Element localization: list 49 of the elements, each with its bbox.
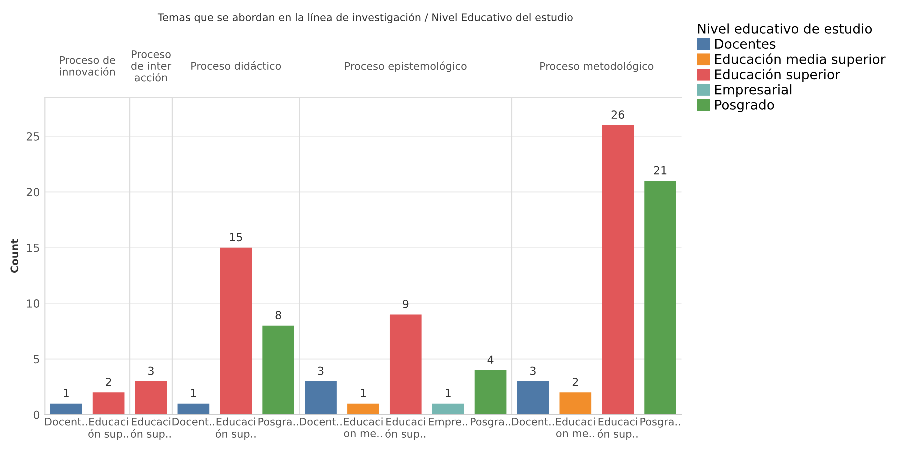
text: Temas que se abordan en la línea de investigación / Nivel Educativo del estudio: [158, 12, 573, 24]
legend-label: Educación superior: [715, 68, 840, 82]
x-tick-label: Educaci ón sup..: [88, 418, 128, 440]
chart-title: Proceso didáctico: [192, 62, 282, 70]
x-tick-label: Docent..: [512, 418, 554, 426]
y-axis-title: Count: [10, 239, 19, 274]
x-tick-label: Educaci ón sup..: [598, 418, 638, 440]
data-label: 9: [403, 300, 409, 308]
data-label: 2: [106, 378, 112, 386]
data-label: 4: [488, 356, 494, 364]
x-tick-label: Empre..: [429, 418, 468, 428]
x-tick-label: Educaci on me..: [556, 418, 595, 438]
x-tick-label: Educaci on me..: [344, 418, 383, 438]
chart-title: Proceso metodológico: [540, 62, 654, 72]
data-label: 1: [191, 389, 196, 398]
legend-label: Empresarial: [715, 84, 792, 98]
y-tick-label: 10: [27, 300, 40, 308]
data-label: 3: [148, 366, 154, 376]
y-tick-label: 5: [34, 355, 40, 364]
data-label: 15: [230, 233, 242, 242]
data-label: 21: [654, 166, 667, 175]
x-tick-label: Educaci ón sup..: [216, 418, 256, 440]
x-tick-label: Posgra..: [471, 418, 510, 428]
data-label: 2: [572, 378, 578, 386]
x-tick-label: Educaci ón sup..: [131, 418, 171, 440]
chart-title: Proceso de inter acción: [132, 50, 172, 82]
x-tick-label: Posgra..: [640, 418, 680, 428]
data-label: 1: [361, 389, 366, 398]
y-tick-label: 20: [26, 188, 40, 197]
legend-label: Educación media superior: [715, 54, 886, 67]
legend-label: Docentes: [715, 39, 776, 50]
data-label: 3: [318, 366, 324, 376]
y-tick-label: 0: [34, 410, 40, 420]
data-label: 8: [276, 311, 282, 320]
x-tick-label: Posgra..: [258, 418, 298, 428]
legend-label: Posgrado: [715, 100, 774, 112]
data-label: 26: [612, 110, 624, 120]
y-tick-label: 15: [27, 244, 40, 252]
data-label: 3: [530, 366, 536, 376]
data-label: 1: [64, 389, 69, 398]
chart-title: Proceso epistemológico: [345, 62, 467, 72]
y-tick-label: 25: [26, 132, 40, 141]
x-tick-label: Docent..: [45, 418, 88, 426]
chart-title: Proceso de innovación: [60, 56, 116, 76]
x-tick-label: Educaci ón sup..: [386, 418, 426, 440]
data-label: 1: [446, 389, 451, 398]
legend-title: Nivel educativo de estudio: [698, 24, 872, 34]
x-tick-label: Docent..: [300, 418, 342, 426]
x-tick-label: Docent..: [172, 418, 214, 426]
